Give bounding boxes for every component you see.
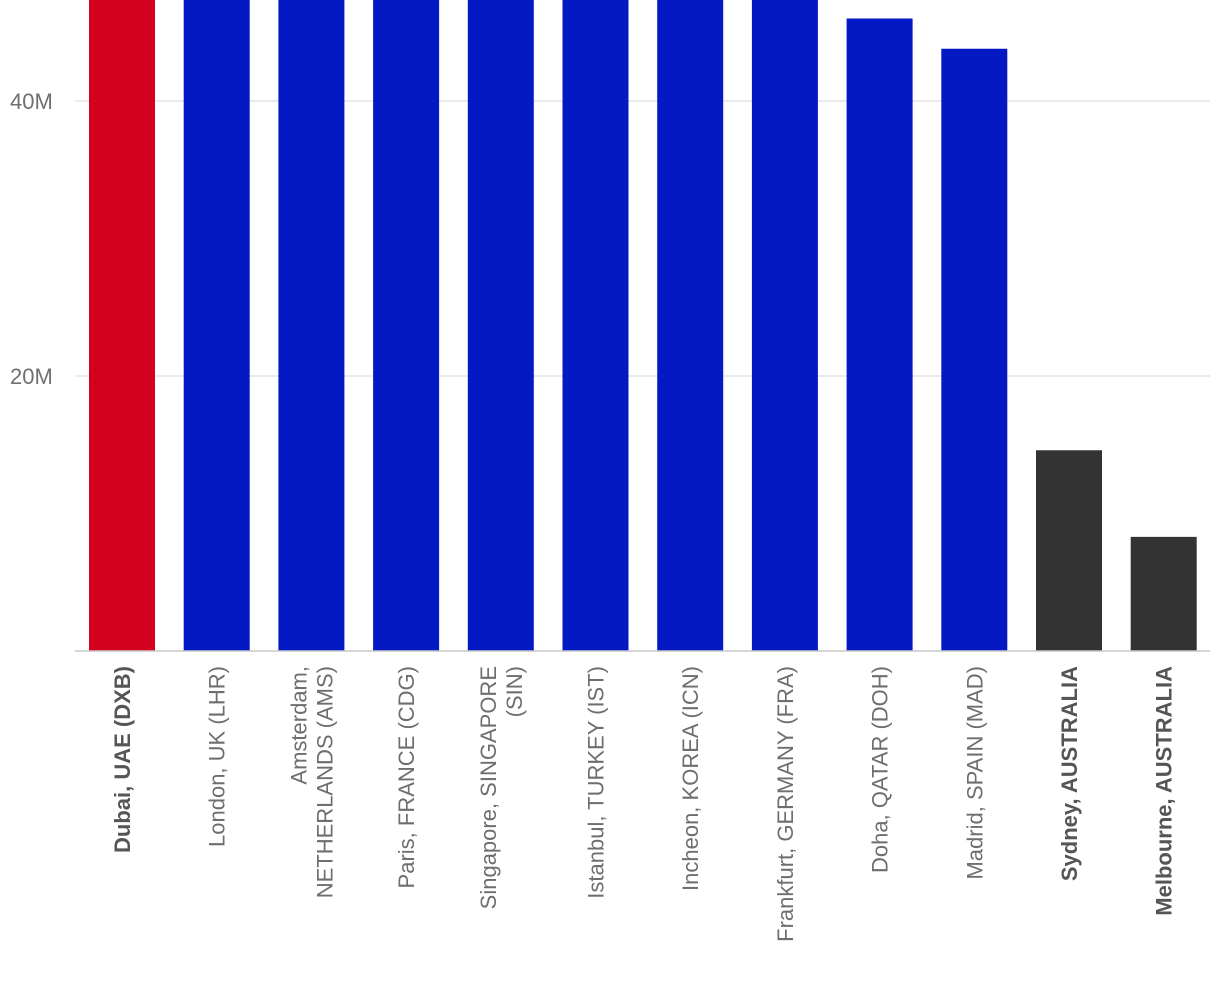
x-tick-label-line: Sydney, AUSTRALIA [1057,666,1082,881]
bar [657,0,724,651]
bar [278,0,345,651]
bar [89,0,155,651]
x-tick-label: Istanbul, TURKEY (IST) [584,666,609,899]
bar [1036,450,1102,651]
bar [562,0,629,651]
x-tick-label-line: Incheon, KOREA (ICN) [678,666,703,891]
x-tick-label: Paris, FRANCE (CDG) [394,666,419,888]
bar [751,0,818,651]
x-tick-label: Amsterdam, NETHERLANDS (AMS) [286,666,337,898]
x-tick-label: Doha, QATAR (DOH) [868,666,893,873]
x-tick-label-line: Melbourne, AUSTRALIA [1152,666,1177,916]
x-tick-label-line: Madrid, SPAIN (MAD) [962,666,987,880]
x-tick-label: London, UK (LHR) [205,666,230,847]
x-tick-label: Dubai, UAE (DXB) [110,666,135,853]
x-tick-label-line: Paris, FRANCE (CDG) [394,666,419,888]
x-tick-label-line: Doha, QATAR (DOH) [868,666,893,873]
x-tick-label-line: Dubai, UAE (DXB) [110,666,135,853]
bar [373,0,440,651]
x-tick-label-line: Amsterdam, [286,666,311,785]
x-tick-label-line: Singapore, SINGAPORE [476,666,501,909]
x-tick-label: Melbourne, AUSTRALIA [1152,666,1177,916]
x-tick-label: Frankfurt, GERMANY (FRA) [773,666,798,942]
bar [1130,536,1197,651]
x-tick-label-line: London, UK (LHR) [205,666,230,847]
bar [467,0,534,651]
y-axis-ticks: 20M40M60M80M [10,89,53,389]
x-tick-label-line: Istanbul, TURKEY (IST) [584,666,609,899]
x-tick-label-line: NETHERLANDS (AMS) [312,666,337,898]
x-tick-label-line: Frankfurt, GERMANY (FRA) [773,666,798,942]
x-axis-labels: Dubai, UAE (DXB) London, UK (LHR) Amsterda… [110,666,1177,942]
bar [183,0,250,651]
bar [941,48,1008,651]
x-tick-label: Sydney, AUSTRALIA [1057,666,1082,881]
x-tick-label: Madrid, SPAIN (MAD) [962,666,987,880]
y-tick-label: 20M [10,364,53,389]
x-tick-label-line: (SIN) [502,666,527,717]
x-tick-label: Singapore, SINGAPORE (SIN) [476,666,527,909]
bar [846,18,913,651]
gridlines [75,100,1210,377]
y-tick-label: 40M [10,89,53,114]
x-tick-label: Incheon, KOREA (ICN) [678,666,703,891]
bars [89,0,1197,651]
